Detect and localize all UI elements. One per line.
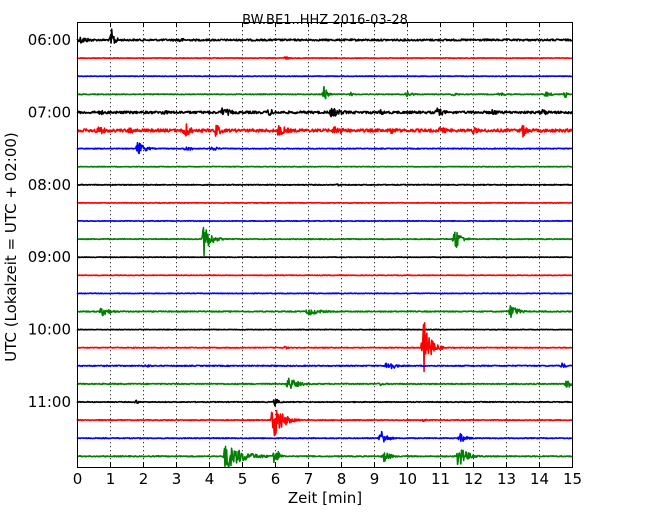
x-tick-label-3: 3 — [172, 470, 182, 488]
x-tick-label-11: 11 — [431, 470, 450, 488]
trace-1100 — [76, 398, 573, 407]
trace-0715 — [76, 123, 573, 138]
x-tick-label-14: 14 — [530, 470, 549, 488]
y-tick-label-0800: 08:00 — [28, 176, 71, 194]
y-tick-label-0600: 06:00 — [28, 31, 71, 49]
y-tick-label-1000: 10:00 — [28, 321, 71, 339]
x-tick-label-10: 10 — [398, 470, 417, 488]
trace-0815 — [76, 201, 573, 204]
trace-1030 — [76, 362, 573, 370]
x-axis-label: Zeit [min] — [288, 489, 362, 507]
trace-0830 — [76, 219, 573, 223]
trace-0700 — [76, 107, 573, 118]
trace-0645 — [76, 85, 573, 100]
trace-1045 — [76, 377, 573, 389]
chart-title: BW.BE1..HHZ 2016-03-28 — [242, 13, 408, 28]
trace-0930 — [76, 292, 573, 295]
y-tick-label-1100: 11:00 — [28, 393, 71, 411]
axis-ticks — [77, 22, 573, 467]
trace-0800 — [76, 183, 573, 187]
trace-0900 — [76, 256, 573, 259]
x-tick-label-6: 6 — [271, 470, 281, 488]
y-tick-label-0900: 09:00 — [28, 248, 71, 266]
trace-0915 — [76, 274, 573, 277]
trace-1115 — [76, 409, 573, 437]
x-tick-label-0: 0 — [73, 470, 83, 488]
seismogram-traces — [76, 28, 573, 468]
x-tick-label-13: 13 — [497, 470, 516, 488]
plot-frame — [77, 22, 573, 468]
x-tick-label-5: 5 — [238, 470, 248, 488]
x-tick-label-8: 8 — [337, 470, 347, 488]
grid-lines — [110, 22, 540, 467]
trace-0630 — [76, 75, 573, 78]
trace-0730 — [76, 141, 573, 155]
x-tick-label-15: 15 — [563, 470, 582, 488]
x-tick-label-1: 1 — [106, 470, 116, 488]
trace-1015 — [76, 321, 573, 373]
trace-0845 — [76, 226, 573, 257]
trace-0615 — [76, 56, 573, 60]
x-tick-label-7: 7 — [304, 470, 314, 488]
x-tick-label-2: 2 — [139, 470, 149, 488]
trace-1130 — [76, 430, 573, 443]
trace-1000 — [76, 328, 573, 331]
y-axis-label: UTC (Lokalzeit = UTC + 02:00) — [2, 132, 20, 362]
y-tick-label-0700: 07:00 — [28, 103, 71, 121]
x-tick-label-9: 9 — [370, 470, 380, 488]
trace-1145 — [76, 445, 573, 468]
x-tick-label-4: 4 — [205, 470, 215, 488]
trace-0745 — [76, 165, 573, 168]
x-tick-label-12: 12 — [464, 470, 483, 488]
trace-0600 — [76, 28, 573, 44]
trace-0945 — [76, 305, 573, 319]
